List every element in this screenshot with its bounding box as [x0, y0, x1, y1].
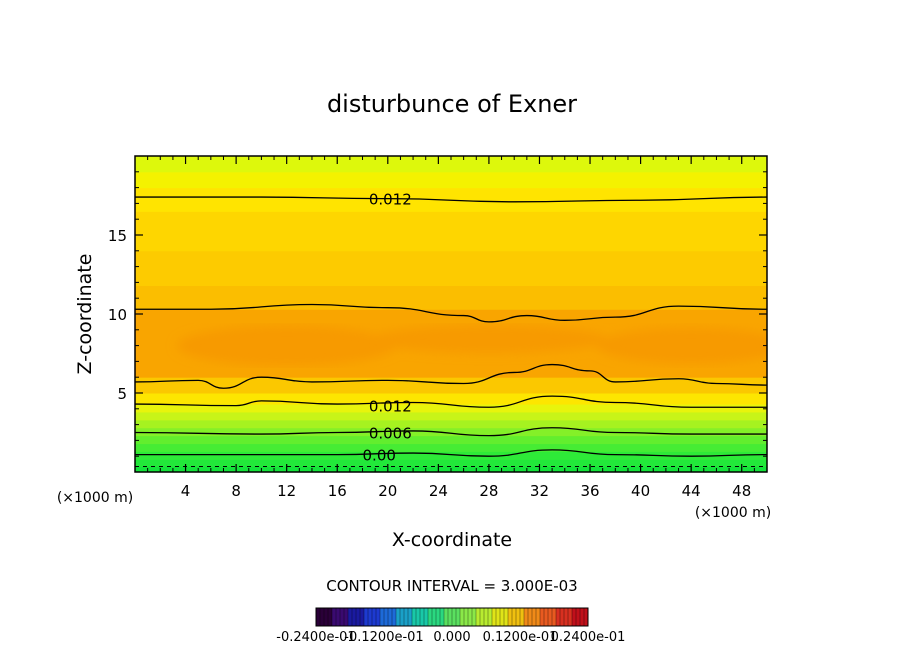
contour-lines: [135, 196, 767, 467]
x-tick-label-2: 12: [277, 482, 296, 500]
color-band-7: [135, 411, 767, 421]
contour-label-0: 0.012: [369, 191, 412, 209]
y-axis-ticks: 5 10 15: [108, 171, 767, 457]
color-band-1: [135, 459, 767, 467]
colorbar-label-3: 0.1200e-01: [483, 630, 558, 645]
color-band-14: [135, 211, 767, 252]
color-band-9: [135, 393, 767, 405]
core-blob-center: [368, 325, 609, 354]
x-tick-label-11: 48: [732, 482, 751, 500]
y-axis-label: Z-coordinate: [74, 254, 96, 375]
color-band-3: [135, 443, 767, 452]
contour-label-1: 0.012: [369, 398, 412, 416]
x-tick-label-8: 36: [580, 482, 599, 500]
contour-line-1: [135, 303, 767, 323]
color-band-16: [135, 171, 767, 189]
contour-label-2: 0.006: [369, 425, 412, 443]
contour-label-3: 0.00: [363, 447, 396, 465]
colorbar-labels: -0.2400e-01-0.1200e-01 0.000 0.1200e-010.2…: [276, 630, 625, 645]
color-bands: [135, 156, 767, 472]
colorbar: [315, 607, 589, 627]
color-band-10: [135, 377, 767, 394]
colorbar-label-4: 0.2400e-01: [551, 630, 626, 645]
colorbar-label-1: -0.1200e-01: [344, 630, 423, 645]
x-tick-label-0: 4: [181, 482, 191, 500]
core-blob-right: [596, 327, 767, 364]
colorbar-label-0: -0.2400e-01: [276, 630, 355, 645]
color-band-8: [135, 404, 767, 413]
colorbar-label-2: 0.000: [433, 630, 470, 645]
chart-title: disturbunce of Exner: [327, 90, 577, 118]
contour-line-2: [135, 363, 767, 389]
plot-area: [135, 156, 767, 472]
y-tick-label-2: 15: [108, 227, 127, 245]
x-axis-ticks: 4 8 12 16 20 24 28 32 36 40 44 48: [147, 156, 755, 500]
colorbar-frame: [315, 607, 589, 627]
x-tick-label-6: 28: [479, 482, 498, 500]
color-band-2: [135, 451, 767, 460]
y-tick-label-0: 5: [117, 385, 127, 403]
x-tick-label-1: 8: [231, 482, 241, 500]
contour-line-5: [135, 449, 767, 457]
x-unit-label-left: (×1000 m): [57, 490, 133, 506]
x-unit-label-right: (×1000 m): [695, 505, 771, 521]
x-tick-label-5: 24: [429, 482, 448, 500]
contour-line-4: [135, 427, 767, 437]
x-tick-label-4: 20: [378, 482, 397, 500]
color-band-17: [135, 156, 767, 173]
x-tick-label-7: 32: [530, 482, 549, 500]
x-axis-label: X-coordinate: [392, 529, 512, 551]
x-tick-label-10: 44: [682, 482, 701, 500]
color-band-6: [135, 419, 767, 429]
contour-labels: 0.012 0.012 0.006 0.00: [363, 191, 412, 465]
color-band-5: [135, 427, 767, 437]
y-tick-label-1: 10: [108, 306, 127, 324]
core-blob-left: [176, 325, 397, 366]
color-band-4: [135, 435, 767, 445]
contour-line-3: [135, 395, 767, 408]
color-band-12: [135, 285, 767, 310]
x-tick-label-3: 16: [328, 482, 347, 500]
contour-line-0: [135, 196, 767, 203]
contour-interval-text: CONTOUR INTERVAL = 3.000E-03: [326, 577, 577, 595]
x-tick-label-9: 40: [631, 482, 650, 500]
high-value-core: [176, 325, 767, 366]
color-band-13: [135, 250, 767, 287]
